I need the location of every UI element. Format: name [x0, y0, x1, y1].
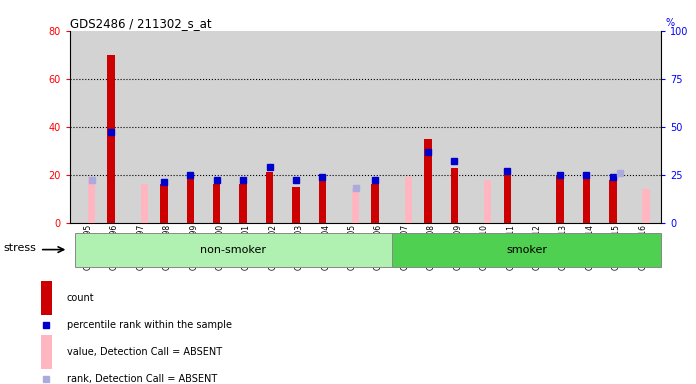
Bar	[405, 177, 412, 223]
Text: percentile rank within the sample: percentile rank within the sample	[67, 320, 232, 330]
Bar	[609, 180, 617, 223]
Bar	[372, 184, 379, 223]
Bar	[642, 189, 650, 223]
FancyBboxPatch shape	[75, 233, 392, 267]
Bar	[88, 177, 95, 223]
Text: value, Detection Call = ABSENT: value, Detection Call = ABSENT	[67, 347, 222, 357]
Bar	[319, 180, 326, 223]
Text: GDS2486 / 211302_s_at: GDS2486 / 211302_s_at	[70, 17, 211, 30]
Bar	[292, 187, 300, 223]
Bar	[40, 334, 52, 369]
Text: rank, Detection Call = ABSENT: rank, Detection Call = ABSENT	[67, 374, 217, 384]
Bar	[451, 167, 458, 223]
Bar	[40, 281, 52, 315]
Bar	[583, 177, 590, 223]
Bar	[141, 184, 148, 223]
FancyBboxPatch shape	[392, 233, 661, 267]
Bar	[187, 175, 194, 223]
Text: count: count	[67, 293, 94, 303]
Bar	[352, 189, 359, 223]
Bar	[239, 184, 247, 223]
Bar	[503, 175, 511, 223]
Bar	[213, 184, 221, 223]
Bar	[425, 139, 432, 223]
Bar	[107, 55, 115, 223]
Bar	[266, 172, 274, 223]
Bar	[160, 184, 168, 223]
Text: non-smoker: non-smoker	[200, 245, 267, 255]
Text: stress: stress	[3, 243, 36, 253]
Bar	[484, 180, 491, 223]
Text: smoker: smoker	[506, 245, 547, 255]
Text: %: %	[665, 18, 674, 28]
Bar	[556, 175, 564, 223]
